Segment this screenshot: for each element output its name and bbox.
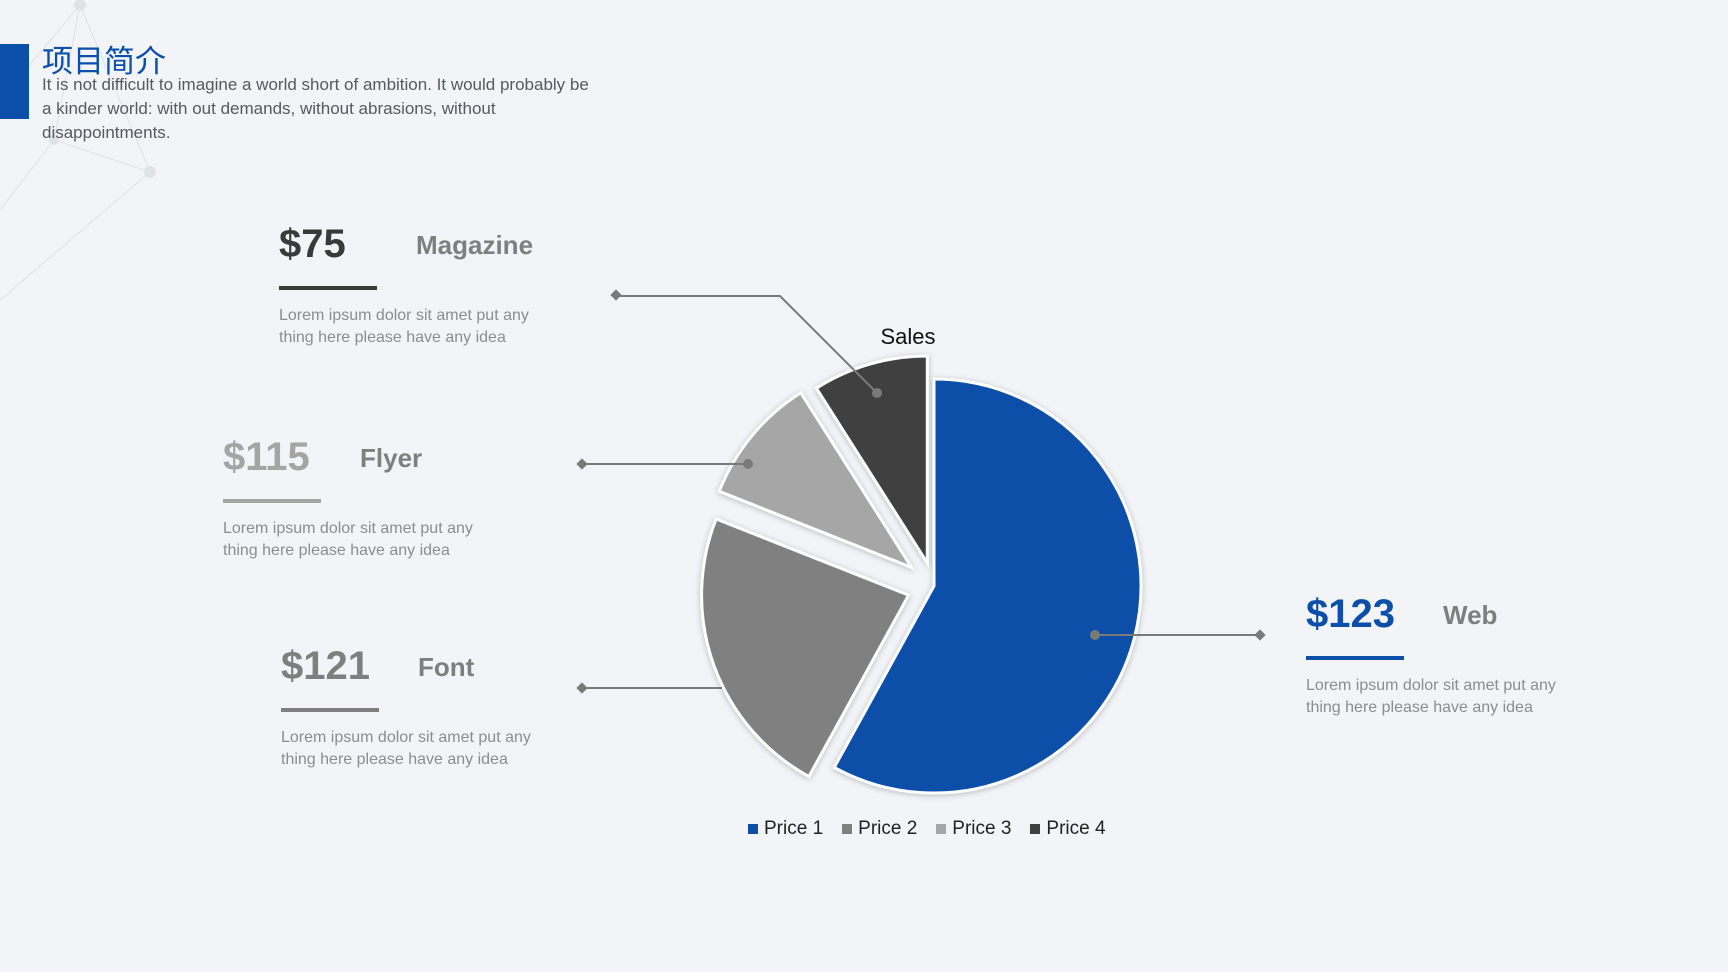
legend-label: Price 4: [1046, 818, 1106, 839]
chart-title: Sales: [880, 324, 935, 349]
leader-line-price-1: [1090, 629, 1266, 641]
legend-item-price-2: Price 2: [842, 818, 917, 840]
font-price: $121: [281, 644, 370, 688]
leader-line-price-2: [576, 682, 722, 694]
pie-slice-price-4: [814, 354, 929, 569]
legend-label: Price 3: [952, 818, 1012, 839]
intro-text: It is not difficult to imagine a world s…: [42, 75, 589, 142]
web-price: $123: [1306, 592, 1395, 636]
web-desc: Lorem ipsum dolor sit amet put any thing…: [1306, 677, 1556, 716]
legend-swatch: [842, 824, 853, 834]
flyer-name: Flyer: [360, 443, 423, 473]
web-rule: [1306, 656, 1404, 660]
magazine-price: $75: [279, 222, 346, 266]
leader-line-price-3: [576, 458, 753, 470]
font-rule: [281, 708, 379, 712]
legend-item-price-1: Price 1: [748, 818, 823, 840]
font-desc: Lorem ipsum dolor sit amet put any thing…: [281, 729, 531, 768]
slide-title: 项目简介: [42, 44, 166, 80]
flyer-desc: Lorem ipsum dolor sit amet put any thing…: [223, 520, 473, 559]
legend-label: Price 1: [764, 818, 824, 839]
pie-slice-price-2: [700, 516, 911, 779]
magazine-rule: [279, 286, 377, 290]
flyer-rule: [223, 499, 321, 503]
pie-slice-price-1: [832, 377, 1143, 795]
magazine-name: Magazine: [416, 230, 534, 260]
flyer-price: $115: [223, 435, 310, 479]
legend-item-price-4: Price 4: [1030, 818, 1106, 840]
background-network-decoration: [0, 0, 156, 301]
leader-line-price-4: [610, 289, 882, 398]
legend-item-price-3: Price 3: [936, 818, 1011, 840]
legend-swatch: [936, 824, 947, 834]
legend-label: Price 2: [858, 818, 918, 839]
font-name: Font: [418, 652, 475, 682]
chart-legend: Price 1 Price 2 Price 3 Price 4: [748, 818, 1125, 840]
pie-slice-price-3: [717, 390, 916, 571]
title-accent-bar: [0, 44, 29, 119]
legend-swatch: [1030, 824, 1041, 834]
web-name: Web: [1443, 600, 1498, 630]
magazine-desc: Lorem ipsum dolor sit amet put any thing…: [279, 307, 529, 346]
legend-swatch: [748, 824, 758, 834]
